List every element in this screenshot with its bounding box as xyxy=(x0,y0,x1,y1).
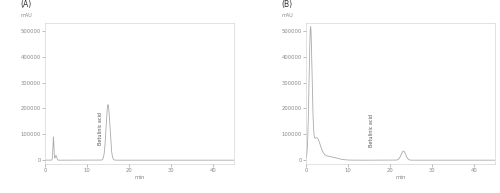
Text: Betulinic acid: Betulinic acid xyxy=(368,114,374,147)
Text: mAU: mAU xyxy=(20,13,32,18)
X-axis label: min: min xyxy=(134,175,145,180)
X-axis label: min: min xyxy=(395,175,406,180)
Text: mAU: mAU xyxy=(282,13,293,18)
Text: (A): (A) xyxy=(20,0,32,9)
Text: Betulinic acid: Betulinic acid xyxy=(98,112,103,145)
Text: (B): (B) xyxy=(282,0,292,9)
